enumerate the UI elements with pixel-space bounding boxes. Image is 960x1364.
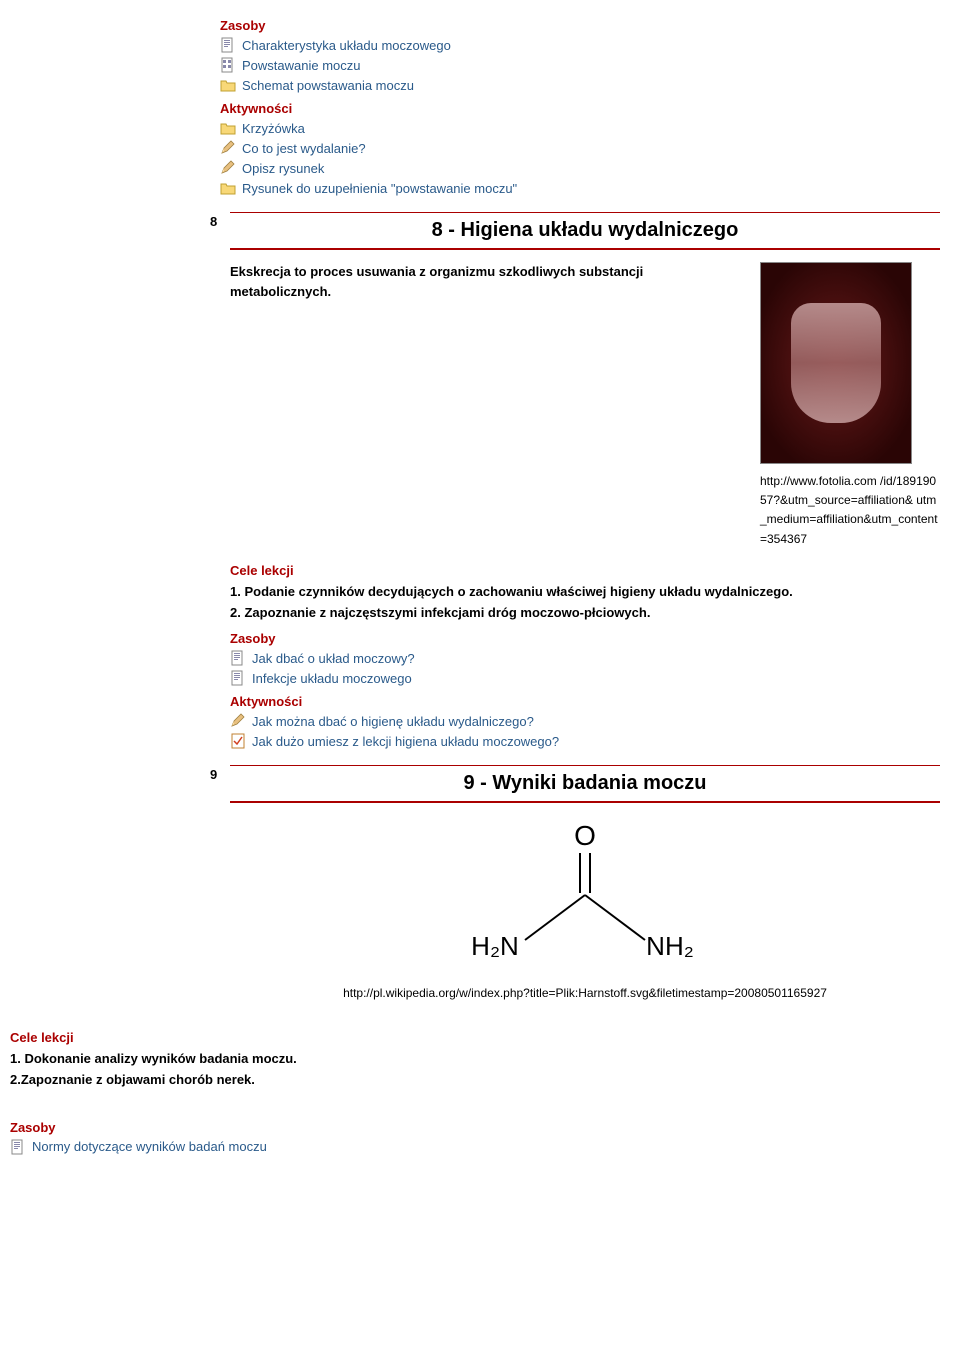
page-icon <box>10 1139 26 1155</box>
activity-link[interactable]: Jak można dbać o higienę układu wydalnic… <box>252 714 534 729</box>
chem-nh2: NH₂ <box>646 931 694 961</box>
topic-9: 9 9 - Wyniki badania moczu O H₂N NH₂ htt… <box>220 765 940 1000</box>
list-item: Co to jest wydalanie? <box>220 140 940 156</box>
aktywnosci-heading: Aktywności <box>230 694 940 709</box>
list-item: Schemat powstawania moczu <box>220 77 940 93</box>
list-item: Opisz rysunek <box>220 160 940 176</box>
topic-number: 9 <box>210 767 217 782</box>
activity-link[interactable]: Co to jest wydalanie? <box>242 141 366 156</box>
quiz-icon <box>230 733 246 749</box>
list-item: Infekcje układu moczowego <box>230 670 940 686</box>
aktywnosci-list: Jak można dbać o higienę układu wydalnic… <box>230 713 940 749</box>
list-item: Normy dotyczące wyników badań moczu <box>10 1139 960 1155</box>
aktywnosci-heading: Aktywności <box>220 101 940 116</box>
topic-body: Ekskrecja to proces usuwania z organizmu… <box>230 262 940 749</box>
zasoby-list: Jak dbać o układ moczowy? Infekcje układ… <box>230 650 940 686</box>
anatomy-image <box>760 262 912 464</box>
zasoby-list: Charakterystyka układu moczowego Powstaw… <box>220 37 940 93</box>
list-item: Krzyżówka <box>220 120 940 136</box>
folder-icon <box>220 77 236 93</box>
goals: 1. Podanie czynników decydujących o zach… <box>230 582 940 624</box>
activity-link[interactable]: Krzyżówka <box>242 121 305 136</box>
main-content: Zasoby Charakterystyka układu moczowego … <box>210 0 960 1020</box>
goal-2: 2.Zapoznanie z objawami chorób nerek. <box>10 1070 960 1091</box>
topic-body: O H₂N NH₂ http://pl.wikipedia.org/w/inde… <box>230 815 940 1000</box>
activity-link[interactable]: Jak dużo umiesz z lekcji higiena układu … <box>252 734 559 749</box>
topic-title-bar: 9 - Wyniki badania moczu <box>230 765 940 803</box>
list-item: Jak dużo umiesz z lekcji higiena układu … <box>230 733 940 749</box>
goal-2: 2. Zapoznanie z najczęstszymi infekcjami… <box>230 603 940 624</box>
folder-icon <box>220 120 236 136</box>
image-caption: http://www.fotolia.com /id/18919057?&utm… <box>760 472 940 549</box>
aktywnosci-list: Krzyżówka Co to jest wydalanie? Opisz ry… <box>220 120 940 196</box>
page-icon <box>230 650 246 666</box>
top-block: Zasoby Charakterystyka układu moczowego … <box>220 18 940 196</box>
list-item: Rysunek do uzupełnienia "powstawanie moc… <box>220 180 940 196</box>
list-item: Charakterystyka układu moczowego <box>220 37 940 53</box>
topic-title: 8 - Higiena układu wydalniczego <box>432 219 739 241</box>
resource-link[interactable]: Jak dbać o układ moczowy? <box>252 651 415 666</box>
activity-link[interactable]: Rysunek do uzupełnienia "powstawanie moc… <box>242 181 517 196</box>
topic-8: 8 8 - Higiena układu wydalniczego Ekskre… <box>220 212 940 749</box>
topic-title-bar: 8 - Higiena układu wydalniczego <box>230 212 940 250</box>
zasoby-heading: Zasoby <box>220 18 940 33</box>
goal-1: 1. Podanie czynników decydujących o zach… <box>230 582 940 603</box>
topic-number: 8 <box>210 214 217 229</box>
list-item: Jak dbać o układ moczowy? <box>230 650 940 666</box>
topic-9-left: Cele lekcji 1. Dokonanie analizy wyników… <box>10 1030 960 1155</box>
page-grid-icon <box>220 57 236 73</box>
cele-heading: Cele lekcji <box>10 1030 960 1045</box>
list-item: Jak można dbać o higienę układu wydalnic… <box>230 713 940 729</box>
resource-link[interactable]: Powstawanie moczu <box>242 58 361 73</box>
pencil-icon <box>230 713 246 729</box>
zasoby-heading: Zasoby <box>10 1120 960 1135</box>
zasoby-list: Normy dotyczące wyników badań moczu <box>10 1139 960 1155</box>
resource-link[interactable]: Charakterystyka układu moczowego <box>242 38 451 53</box>
topic-title: 9 - Wyniki badania moczu <box>463 772 706 794</box>
page-icon <box>230 670 246 686</box>
resource-link[interactable]: Infekcje układu moczowego <box>252 671 412 686</box>
goal-1: 1. Dokonanie analizy wyników badania moc… <box>10 1049 960 1070</box>
intro-text: Ekskrecja to proces usuwania z organizmu… <box>230 262 740 549</box>
chem-caption: http://pl.wikipedia.org/w/index.php?titl… <box>230 986 940 1000</box>
chemical-figure: O H₂N NH₂ http://pl.wikipedia.org/w/inde… <box>230 815 940 1000</box>
urea-structure-svg: O H₂N NH₂ <box>445 815 725 975</box>
zasoby-heading: Zasoby <box>230 631 940 646</box>
chem-o: O <box>574 820 596 851</box>
list-item: Powstawanie moczu <box>220 57 940 73</box>
anatomy-image-inner <box>791 303 881 423</box>
folder-icon <box>220 180 236 196</box>
cele-heading: Cele lekcji <box>230 563 940 578</box>
intro-row: Ekskrecja to proces usuwania z organizmu… <box>230 262 940 549</box>
chem-h2n: H₂N <box>471 931 519 961</box>
pencil-icon <box>220 140 236 156</box>
intro-image-col: http://www.fotolia.com /id/18919057?&utm… <box>760 262 940 549</box>
pencil-icon <box>220 160 236 176</box>
page-icon <box>220 37 236 53</box>
resource-link[interactable]: Schemat powstawania moczu <box>242 78 414 93</box>
activity-link[interactable]: Opisz rysunek <box>242 161 324 176</box>
resource-link[interactable]: Normy dotyczące wyników badań moczu <box>32 1139 267 1154</box>
goals: 1. Dokonanie analizy wyników badania moc… <box>10 1049 960 1091</box>
